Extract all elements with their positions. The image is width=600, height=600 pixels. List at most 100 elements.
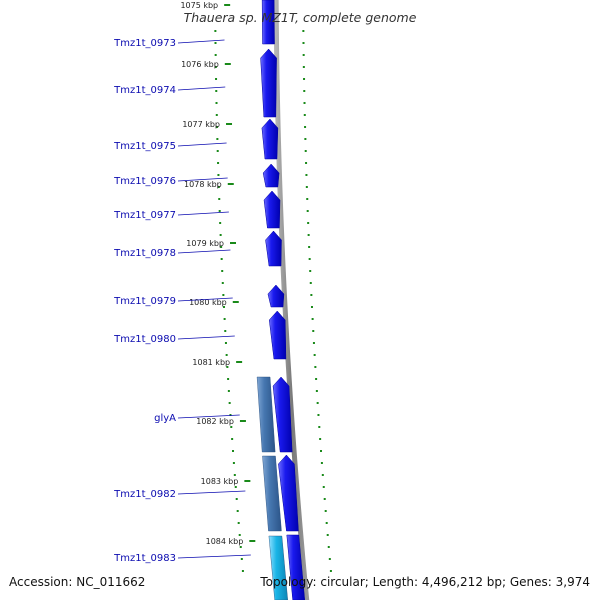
cds-feature[interactable] bbox=[260, 48, 277, 118]
gene-label[interactable]: Tmz1t_0982 bbox=[113, 489, 176, 500]
gc-tick bbox=[222, 294, 225, 296]
gc-tick bbox=[214, 66, 217, 68]
gc-tick bbox=[312, 342, 315, 344]
gc-tick bbox=[310, 306, 313, 308]
gc-tick bbox=[306, 210, 309, 212]
gene-label[interactable]: Tmz1t_0973 bbox=[113, 38, 176, 49]
label-leader-line bbox=[177, 177, 228, 182]
label-leader-line bbox=[177, 142, 227, 147]
cds-feature[interactable] bbox=[278, 454, 299, 532]
gc-tick bbox=[216, 138, 219, 140]
scale-tick-mark bbox=[227, 183, 234, 185]
scale-tick-mark bbox=[226, 123, 233, 125]
gc-tick bbox=[220, 258, 223, 260]
scale-tick-label: 1083 kbp bbox=[201, 477, 239, 486]
gc-tick bbox=[232, 462, 235, 464]
gene-label[interactable]: Tmz1t_0977 bbox=[113, 210, 176, 221]
scale-tick-label: 1076 kbp bbox=[181, 60, 219, 69]
gc-tick bbox=[312, 330, 315, 332]
gene-label[interactable]: Tmz1t_0979 bbox=[113, 296, 176, 307]
scale-tick-label: 1080 kbp bbox=[189, 298, 227, 307]
gc-tick bbox=[303, 78, 306, 80]
gc-tick bbox=[314, 366, 317, 368]
gc-tick bbox=[309, 270, 312, 272]
cds-feature[interactable] bbox=[268, 310, 287, 360]
gc-tick bbox=[307, 234, 310, 236]
label-leader-line bbox=[177, 414, 240, 419]
label-leader-line bbox=[177, 211, 229, 216]
gc-tick bbox=[302, 54, 305, 56]
gc-tick bbox=[217, 162, 220, 164]
gc-tick bbox=[214, 42, 217, 44]
cds-feature[interactable] bbox=[261, 118, 279, 160]
gc-tick bbox=[233, 474, 236, 476]
gc-tick bbox=[327, 546, 330, 548]
gc-tick bbox=[308, 258, 311, 260]
gene-label[interactable]: glyA bbox=[154, 413, 176, 424]
gene-label[interactable]: Tmz1t_0975 bbox=[113, 141, 176, 152]
gc-tick bbox=[317, 414, 320, 416]
label-leader-line bbox=[177, 297, 233, 302]
inner-feature[interactable] bbox=[262, 455, 282, 532]
cds-feature[interactable] bbox=[263, 190, 281, 229]
inner-feature[interactable] bbox=[256, 376, 276, 453]
gc-tick bbox=[224, 342, 227, 344]
gc-tick bbox=[215, 114, 218, 116]
gc-tick bbox=[302, 42, 305, 44]
gc-tick bbox=[238, 534, 241, 536]
gc-tick bbox=[305, 186, 308, 188]
cds-feature[interactable] bbox=[262, 163, 280, 188]
scale-tick-label: 1078 kbp bbox=[184, 180, 222, 189]
inner-feature-track bbox=[256, 376, 288, 600]
label-leader-line bbox=[177, 490, 246, 495]
gc-tick bbox=[303, 102, 306, 104]
accession-text: Accession: NC_011662 bbox=[9, 575, 145, 589]
label-leader-line bbox=[177, 249, 231, 254]
gc-tick bbox=[308, 246, 311, 248]
gene-label[interactable]: Tmz1t_0980 bbox=[113, 334, 176, 345]
gc-tick bbox=[235, 498, 238, 500]
gc-tick bbox=[219, 234, 222, 236]
gc-tick bbox=[303, 90, 306, 92]
gene-label[interactable]: Tmz1t_0976 bbox=[113, 176, 176, 187]
cds-feature[interactable] bbox=[261, 0, 275, 45]
gc-tick bbox=[239, 546, 242, 548]
gc-tick bbox=[324, 510, 327, 512]
gc-content-track bbox=[214, 30, 244, 572]
scale-tick-label: 1075 kbp bbox=[180, 1, 218, 10]
scale-ticks: 1075 kbp 1076 kbp 1077 kbp 1078 kbp 1079 kbp… bbox=[180, 1, 256, 546]
gc-tick bbox=[320, 462, 323, 464]
cds-feature[interactable] bbox=[267, 284, 285, 308]
gc-tick bbox=[223, 318, 226, 320]
inner-feature[interactable] bbox=[268, 535, 288, 600]
scale-tick-mark bbox=[230, 242, 237, 244]
gene-label[interactable]: Tmz1t_0974 bbox=[113, 85, 176, 96]
gc-skew-track bbox=[302, 30, 332, 572]
gc-tick bbox=[226, 366, 229, 368]
gc-tick bbox=[218, 210, 221, 212]
scale-tick-label: 1079 kbp bbox=[186, 239, 224, 248]
scale-tick-mark bbox=[224, 63, 231, 65]
gc-tick bbox=[216, 150, 219, 152]
gc-tick bbox=[215, 90, 218, 92]
gc-tick bbox=[215, 78, 218, 80]
gc-tick bbox=[237, 522, 240, 524]
gc-tick bbox=[311, 318, 314, 320]
gc-tick bbox=[214, 54, 217, 56]
gc-tick bbox=[302, 66, 305, 68]
gene-labels: Tmz1t_0973 Tmz1t_0974 Tmz1t_0975 Tmz1t_0976… bbox=[113, 38, 251, 564]
gc-tick bbox=[225, 354, 228, 356]
gc-tick bbox=[229, 414, 232, 416]
gc-tick bbox=[231, 438, 234, 440]
scale-tick-mark bbox=[244, 480, 251, 482]
gc-tick bbox=[316, 402, 319, 404]
gc-tick bbox=[220, 246, 223, 248]
scale-tick-label: 1084 kbp bbox=[206, 537, 244, 546]
label-leader-line bbox=[177, 554, 251, 559]
cds-feature[interactable] bbox=[265, 230, 282, 267]
cds-feature[interactable] bbox=[286, 534, 305, 600]
gene-label[interactable]: Tmz1t_0978 bbox=[113, 248, 176, 259]
cds-feature[interactable] bbox=[272, 376, 293, 453]
gene-label[interactable]: Tmz1t_0983 bbox=[113, 553, 176, 564]
gc-tick bbox=[227, 390, 230, 392]
